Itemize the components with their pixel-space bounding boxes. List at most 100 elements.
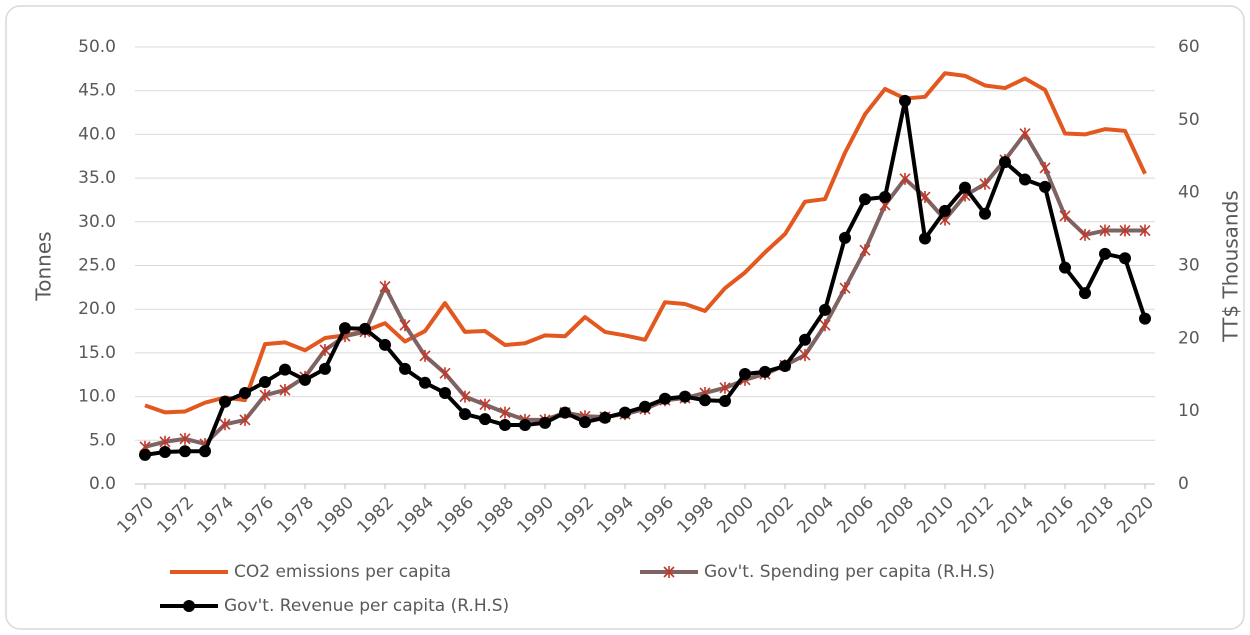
point: [399, 362, 411, 375]
point: [1099, 247, 1111, 260]
point: [679, 390, 691, 403]
point: [1139, 312, 1151, 325]
y-tick-label: 45.0: [78, 81, 116, 101]
point: [499, 419, 511, 432]
y2-tick-label: 60: [1178, 37, 1200, 57]
point: [1139, 224, 1151, 237]
point: [839, 231, 851, 244]
point: [1059, 261, 1071, 274]
y2-tick-label: 0: [1178, 474, 1189, 494]
y-tick-label: 10.0: [78, 387, 116, 407]
point: [979, 207, 991, 220]
point: [559, 406, 571, 419]
point: [379, 338, 391, 351]
point: [259, 389, 271, 402]
point: [879, 191, 891, 204]
y2-tick-label: 30: [1178, 256, 1200, 276]
y2-tick-label: 50: [1178, 110, 1200, 130]
point: [459, 390, 471, 403]
point: [1059, 209, 1071, 222]
point: [979, 177, 991, 190]
point: [959, 181, 971, 194]
point: [899, 172, 911, 185]
point: [319, 362, 331, 375]
point: [199, 445, 211, 458]
point: [999, 156, 1011, 169]
point: [799, 333, 811, 346]
point: [779, 360, 791, 373]
point: [599, 411, 611, 424]
point: [639, 400, 651, 413]
y-tick-label: 0.0: [89, 474, 116, 494]
point: [419, 349, 431, 362]
chart-frame: [5, 5, 1245, 630]
legend-label: Gov't. Spending per capita (R.H.S): [704, 562, 995, 582]
point: [1119, 224, 1131, 237]
point: [179, 445, 191, 458]
point: [159, 435, 171, 448]
y-tick-label: 35.0: [78, 168, 116, 188]
point: [519, 419, 531, 432]
y-tick-label: 50.0: [78, 37, 116, 57]
point: [439, 386, 451, 399]
point: [219, 418, 231, 431]
point: [459, 408, 471, 421]
point: [1079, 228, 1091, 241]
point: [479, 413, 491, 426]
legend-label: CO2 emissions per capita: [234, 562, 451, 582]
y2-tick-label: 10: [1178, 401, 1200, 421]
y-tick-label: 20.0: [78, 299, 116, 319]
point: [159, 445, 171, 458]
y2-axis-title: TT$ Thousands: [1219, 190, 1243, 342]
point: [359, 322, 371, 335]
point: [1079, 287, 1091, 300]
point: [663, 566, 675, 578]
point: [299, 373, 311, 386]
point: [819, 319, 831, 332]
series: [144, 71, 1147, 415]
y-tick-label: 25.0: [78, 256, 116, 276]
point: [539, 416, 551, 429]
point: [1099, 224, 1111, 237]
point: [859, 193, 871, 206]
point: [379, 280, 391, 293]
point: [259, 376, 271, 389]
point: [279, 363, 291, 376]
point: [899, 94, 911, 107]
y-tick-label: 40.0: [78, 124, 116, 144]
point: [859, 244, 871, 257]
point: [319, 343, 331, 356]
y-tick-label: 5.0: [89, 430, 116, 450]
point: [939, 204, 951, 217]
point: [919, 191, 931, 204]
y2-tick-label: 40: [1178, 183, 1200, 203]
point: [1039, 161, 1051, 174]
point: [839, 282, 851, 295]
point: [279, 384, 291, 397]
y-tick-label: 15.0: [78, 343, 116, 363]
point: [499, 406, 511, 419]
y-tick-label: 30.0: [78, 212, 116, 232]
point: [179, 432, 191, 445]
point: [719, 394, 731, 407]
point: [1019, 173, 1031, 186]
line: [144, 71, 1147, 415]
point: [799, 349, 811, 362]
point: [919, 232, 931, 245]
y2-tick-label: 20: [1178, 328, 1200, 348]
point: [139, 448, 151, 461]
point: [579, 416, 591, 429]
point: [239, 413, 251, 426]
point: [619, 406, 631, 419]
point: [183, 600, 195, 612]
point: [719, 381, 731, 394]
point: [699, 394, 711, 407]
y-axis-title: Tonnes: [32, 231, 56, 301]
point: [819, 303, 831, 316]
point: [479, 398, 491, 411]
point: [739, 368, 751, 381]
point: [659, 392, 671, 405]
point: [759, 365, 771, 378]
